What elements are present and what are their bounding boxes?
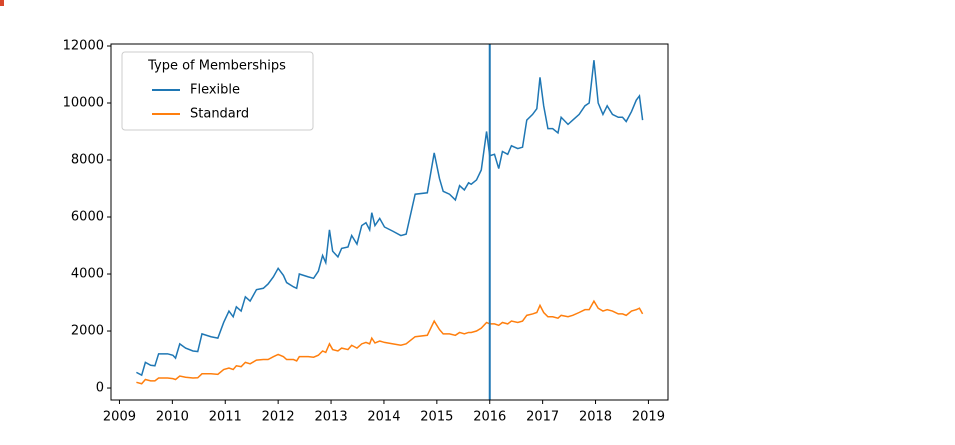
y-tick-label: 4000 bbox=[71, 267, 104, 282]
y-tick-label: 8000 bbox=[71, 153, 104, 168]
line-1 bbox=[136, 299, 644, 385]
x-tick-label: 2012 bbox=[262, 410, 295, 425]
y-tick-label: 0 bbox=[96, 381, 104, 396]
y-tick-label: 6000 bbox=[71, 210, 104, 225]
x-tick-label: 2017 bbox=[526, 410, 559, 425]
x-tick-label: 2014 bbox=[367, 410, 400, 425]
legend-box bbox=[121, 51, 314, 131]
x-tick-label: 2018 bbox=[579, 410, 612, 425]
y-tick-label: 2000 bbox=[71, 324, 104, 339]
x-tick-label: 2015 bbox=[420, 410, 453, 425]
x-tick-label: 2011 bbox=[209, 410, 242, 425]
y-tick-label: 10000 bbox=[63, 96, 104, 111]
legend-label: Standard bbox=[190, 107, 249, 122]
cell-marker bbox=[0, 0, 4, 6]
legend-label: Flexible bbox=[190, 83, 240, 98]
y-tick-label: 12000 bbox=[63, 38, 104, 53]
plot-frame bbox=[110, 43, 669, 401]
x-tick-label: 2016 bbox=[473, 410, 506, 425]
x-tick-label: 2019 bbox=[632, 410, 665, 425]
x-tick-label: 2009 bbox=[103, 410, 136, 425]
line-0 bbox=[136, 60, 644, 377]
x-tick-label: 2013 bbox=[315, 410, 348, 425]
legend-title: Type of Memberships bbox=[147, 59, 286, 74]
x-tick-label: 2010 bbox=[156, 410, 189, 425]
